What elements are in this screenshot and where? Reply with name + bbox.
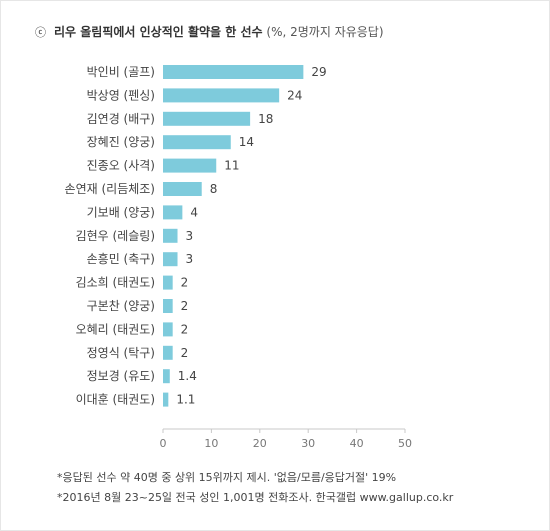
data-label: 1.4 [178, 369, 197, 383]
bar [163, 135, 231, 150]
bar [163, 111, 251, 126]
bar [163, 158, 217, 173]
category-label: 기보배 (양궁) [87, 205, 155, 219]
bar [163, 369, 170, 384]
category-label: 김현우 (레슬링) [76, 229, 155, 243]
data-label: 11 [224, 159, 239, 173]
category-label: 장혜진 (양궁) [87, 135, 155, 149]
bar [163, 392, 169, 407]
data-label: 4 [190, 205, 198, 219]
data-label: 14 [239, 135, 254, 149]
data-label: 29 [311, 65, 326, 79]
category-label: 박인비 (골프) [87, 65, 155, 79]
data-label: 2 [181, 276, 189, 290]
data-label: 24 [287, 88, 302, 102]
x-tick-label: 30 [301, 437, 315, 450]
bar [163, 65, 304, 79]
bar [163, 299, 173, 313]
bar [163, 205, 183, 220]
bar [163, 345, 173, 360]
category-label: 박상영 (펜싱) [87, 88, 155, 102]
category-label: 손연재 (리듬체조) [65, 182, 155, 196]
footnote-respondents: *응답된 선수 약 40명 중 상위 15위까지 제시. '없음/모름/응답거절… [57, 471, 397, 484]
data-label: 2 [181, 299, 189, 313]
bar [163, 275, 173, 290]
category-label: 김소희 (태권도) [76, 276, 155, 290]
category-label: 진종오 (사격) [87, 159, 155, 173]
bar [163, 228, 178, 243]
data-label: 18 [258, 112, 273, 126]
bar [163, 182, 202, 196]
category-label: 손흥민 (축구) [87, 252, 155, 266]
chart-title-main: 리우 올림픽에서 인상적인 활약을 한 선수 [54, 25, 263, 39]
chart-title-sub: (%, 2명까지 자유응답) [266, 25, 384, 39]
x-tick-label: 50 [398, 437, 412, 450]
bar [163, 88, 280, 103]
x-tick-label: 10 [204, 437, 218, 450]
circle-c-icon: ⓒ [35, 26, 46, 39]
data-label: 3 [186, 252, 194, 266]
x-tick-label: 40 [350, 437, 364, 450]
data-label: 3 [186, 229, 194, 243]
footnote-survey: *2016년 8월 23~25일 전국 성인 1,001명 전화조사. 한국갤럽… [57, 491, 454, 504]
category-label: 구본찬 (양궁) [87, 298, 155, 313]
category-label: 이대훈 (태권도) [76, 393, 155, 407]
category-label: 김연경 (배구) [87, 112, 155, 126]
category-label: 정영식 (탁구) [87, 346, 155, 360]
bar [163, 252, 178, 267]
data-label: 1.1 [176, 393, 195, 407]
data-label: 2 [181, 322, 189, 336]
data-label: 8 [210, 182, 218, 196]
category-label: 정보경 (유도) [87, 369, 155, 383]
x-tick-label: 20 [253, 437, 267, 450]
chart-title: ⓒ 리우 올림픽에서 인상적인 활약을 한 선수 (%, 2명까지 자유응답) [35, 23, 384, 40]
category-label: 오혜리 (태권도) [76, 322, 155, 336]
x-tick-label: 0 [160, 437, 167, 450]
data-label: 2 [181, 346, 189, 360]
bar [163, 322, 173, 337]
